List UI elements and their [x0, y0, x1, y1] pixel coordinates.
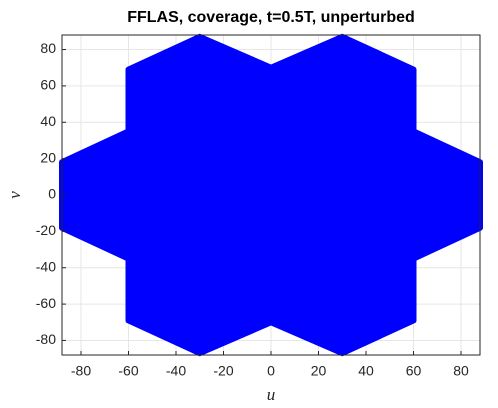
x-tick-label: 40: [358, 363, 374, 379]
x-tick-label: 20: [311, 363, 327, 379]
y-axis-label: v: [5, 191, 24, 199]
y-tick-label: -80: [36, 331, 56, 347]
y-tick-label: -40: [36, 258, 56, 274]
y-tick-label: 60: [40, 77, 56, 93]
x-tick-label: 60: [406, 363, 422, 379]
y-tick-label: -60: [36, 295, 56, 311]
y-tick-label: 20: [40, 149, 56, 165]
x-tick-label: 80: [453, 363, 469, 379]
y-tick-label: 80: [40, 40, 56, 56]
chart-title: FFLAS, coverage, t=0.5T, unperturbed: [127, 9, 415, 26]
x-axis-label: u: [267, 385, 276, 404]
x-tick-label: -60: [118, 363, 138, 379]
y-tick-label: 0: [48, 186, 56, 202]
x-tick-label: -40: [166, 363, 186, 379]
x-tick-label: -80: [71, 363, 91, 379]
y-tick-label: -20: [36, 222, 56, 238]
y-tick-label: 40: [40, 113, 56, 129]
x-tick-label: 0: [267, 363, 275, 379]
x-tick-label: -20: [213, 363, 233, 379]
